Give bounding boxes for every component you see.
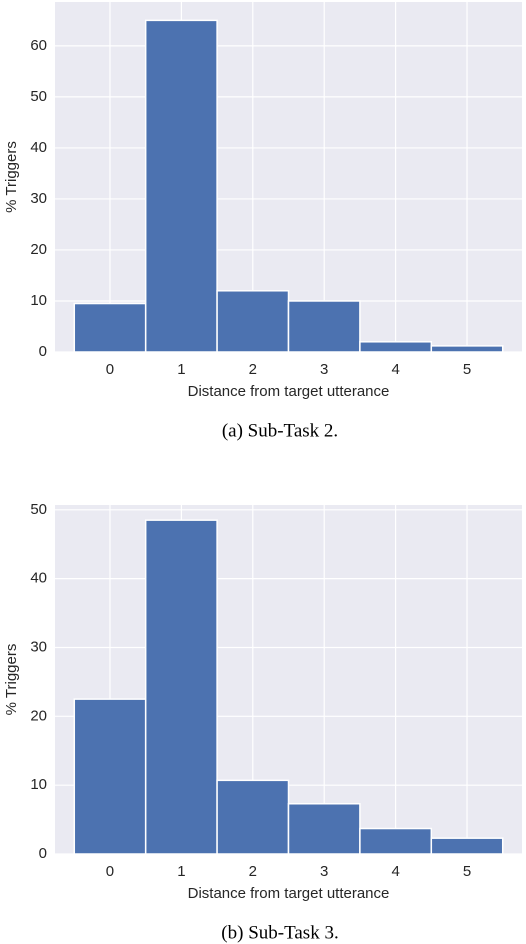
x-tick-label: 2	[249, 863, 257, 880]
y-tick-label: 0	[39, 343, 47, 360]
x-tick-label: 4	[391, 863, 399, 880]
x-tick-label: 3	[320, 863, 328, 880]
caption: (a) Sub-Task 2.	[222, 420, 338, 441]
y-tick-label: 40	[30, 570, 47, 587]
x-tick-label: 3	[320, 361, 328, 378]
caption: (b) Sub-Task 3.	[221, 922, 338, 943]
x-tick-label: 0	[106, 863, 114, 880]
bar	[430, 345, 504, 353]
y-tick-label: 20	[30, 707, 47, 724]
x-tick-label: 1	[177, 863, 185, 880]
bar	[430, 837, 504, 855]
y-tick-label: 40	[30, 139, 47, 156]
x-tick-label: 0	[106, 361, 114, 378]
x-tick-label: 5	[463, 361, 471, 378]
bar	[216, 779, 290, 855]
y-tick-label: 0	[39, 845, 47, 862]
bar	[216, 290, 290, 353]
bar	[359, 341, 433, 353]
y-tick-label: 30	[30, 190, 47, 207]
bar	[144, 19, 218, 353]
y-tick-label: 50	[30, 88, 47, 105]
bar	[73, 302, 147, 353]
y-tick-label: 50	[30, 501, 47, 518]
y-tick-label: 10	[30, 292, 47, 309]
x-tick-label: 2	[249, 361, 257, 378]
x-axis-label: Distance from target utterance	[188, 383, 390, 400]
y-axis-label: % Triggers	[3, 141, 20, 213]
y-axis-label: % Triggers	[3, 644, 20, 716]
x-axis-label: Distance from target utterance	[188, 885, 390, 902]
bar	[287, 802, 361, 855]
x-tick-label: 5	[463, 863, 471, 880]
y-tick-label: 10	[30, 776, 47, 793]
x-tick-label: 1	[177, 361, 185, 378]
y-tick-label: 60	[30, 37, 47, 54]
x-tick-label: 4	[391, 361, 399, 378]
bar	[287, 300, 361, 353]
bar	[359, 827, 433, 855]
bar	[144, 519, 218, 855]
y-tick-label: 20	[30, 241, 47, 258]
y-tick-label: 30	[30, 638, 47, 655]
bar	[73, 698, 147, 855]
